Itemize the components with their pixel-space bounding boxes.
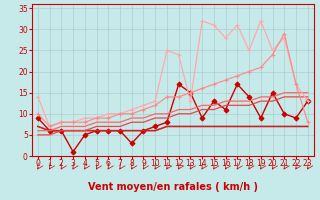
X-axis label: Vent moyen/en rafales ( km/h ): Vent moyen/en rafales ( km/h ) <box>88 182 258 192</box>
